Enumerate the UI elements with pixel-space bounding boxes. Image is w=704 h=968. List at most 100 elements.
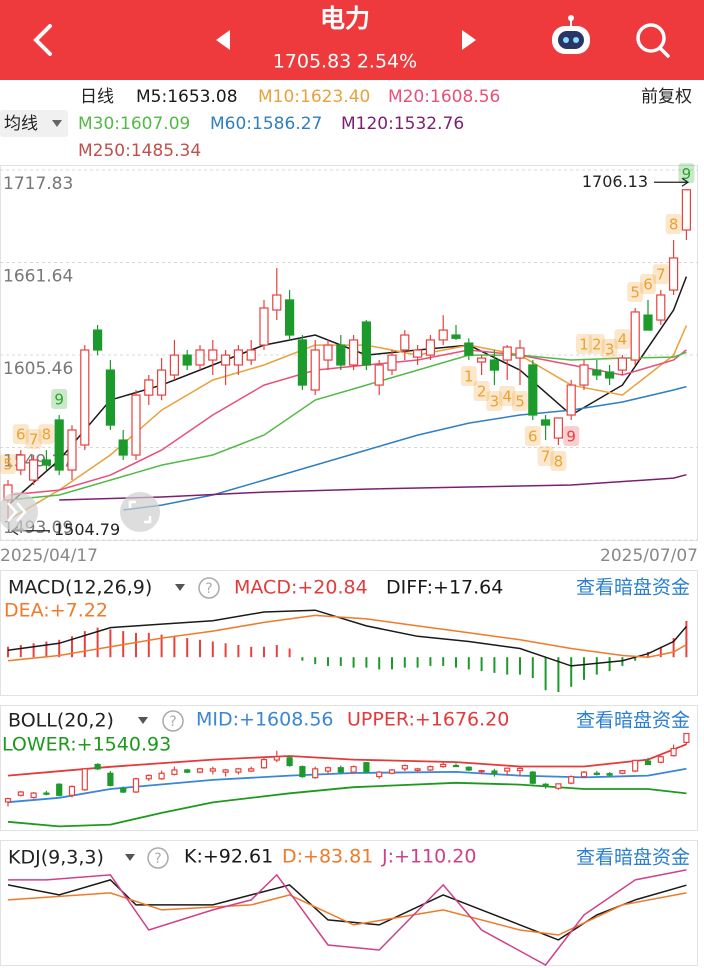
- td-mark-bg: [652, 264, 669, 285]
- indicator-value: UPPER:+1676.20: [347, 709, 509, 731]
- dropdown-icon: [175, 584, 185, 591]
- macd-line: [7, 609, 687, 667]
- expand-button[interactable]: [0, 492, 38, 532]
- candle-body: [350, 766, 357, 773]
- ma-selector-box[interactable]: [0, 110, 68, 137]
- candle-body: [286, 757, 293, 767]
- candle-body: [477, 357, 487, 363]
- candle-body: [195, 349, 205, 366]
- td-mark-bg: [614, 329, 631, 350]
- candle-body: [336, 344, 346, 366]
- candle-body: [374, 364, 384, 386]
- indicator-value: D:+83.81: [282, 846, 373, 868]
- y-tick-label: 1605.46: [3, 359, 73, 379]
- td-mark-bg: [563, 425, 580, 446]
- fullscreen-icon: [128, 500, 152, 524]
- candle-body: [246, 349, 256, 361]
- candle-body: [259, 307, 269, 346]
- search-icon[interactable]: [636, 23, 670, 58]
- macd-line: [7, 614, 687, 662]
- dark-pool-link[interactable]: 查看暗盘资金: [576, 577, 690, 599]
- candle-body: [579, 364, 589, 386]
- candle-body: [222, 769, 229, 773]
- assistant-icon[interactable]: [552, 15, 590, 54]
- candle-body: [196, 768, 204, 773]
- td-mark: 3: [605, 340, 615, 358]
- td-mark: 6: [528, 427, 538, 445]
- td-mark: 9: [54, 391, 64, 409]
- candle-body: [414, 768, 421, 772]
- max-price-arrow: [654, 177, 690, 187]
- candle-body: [580, 771, 588, 778]
- candle-body: [643, 314, 653, 331]
- candle-body: [516, 767, 524, 772]
- dark-pool-link[interactable]: 查看暗盘资金: [576, 847, 690, 869]
- candle-body: [56, 783, 63, 796]
- ma-selector[interactable]: 均线: [4, 114, 38, 134]
- kdj-line: [7, 879, 687, 941]
- td-mark: 5: [515, 393, 525, 411]
- period-label[interactable]: 日线: [80, 87, 114, 107]
- td-mark: 5: [3, 456, 13, 474]
- td-mark: 8: [554, 452, 564, 470]
- indicator-value: DIFF:+17.64: [386, 577, 503, 599]
- candle-body: [568, 775, 575, 784]
- ma-legend: M30:1607.09: [78, 114, 190, 134]
- candle-body: [158, 772, 165, 780]
- candle-body: [144, 379, 154, 396]
- indicator-value: K:+92.61: [184, 846, 273, 868]
- candle-body: [451, 334, 461, 339]
- candle-body: [413, 349, 423, 358]
- candle-body: [425, 339, 435, 356]
- candle-body: [145, 774, 152, 780]
- candle-body: [4, 798, 12, 803]
- dropdown-icon: [125, 854, 135, 861]
- dropdown-icon: [138, 717, 148, 724]
- candle-body: [337, 767, 344, 773]
- candle-body: [363, 762, 370, 773]
- indicator-name[interactable]: KDJ(9,3,3): [8, 847, 104, 869]
- td-mark: 9: [682, 165, 692, 183]
- fullscreen-button[interactable]: [120, 492, 160, 532]
- candle-body: [67, 429, 77, 471]
- candle-body: [80, 349, 90, 446]
- candle-body: [504, 767, 511, 772]
- dark-pool-link[interactable]: 查看暗盘资金: [576, 710, 690, 732]
- indicator-name[interactable]: BOLL(20,2): [8, 710, 114, 732]
- td-mark-bg: [473, 381, 490, 402]
- candle-body: [515, 347, 525, 359]
- candle-body: [299, 766, 306, 778]
- candle-body: [81, 768, 88, 791]
- td-mark-bg: [25, 429, 42, 450]
- td-mark: 7: [29, 431, 39, 449]
- boll-line: [7, 743, 687, 777]
- help-icon[interactable]: [198, 577, 220, 599]
- candle-body: [644, 760, 652, 766]
- candle-body: [324, 767, 332, 772]
- candle-body: [182, 354, 192, 366]
- ma-legend: M250:1485.34: [78, 141, 201, 161]
- prev-stock[interactable]: [216, 30, 230, 50]
- help-mark: ?: [169, 714, 176, 730]
- candle-body: [171, 769, 178, 775]
- next-stock[interactable]: [462, 30, 476, 50]
- candle-body: [681, 189, 692, 231]
- candle-body: [619, 770, 626, 774]
- min-price-label: 1504.79: [54, 520, 120, 539]
- help-icon[interactable]: [147, 847, 169, 869]
- help-icon[interactable]: [162, 710, 184, 732]
- ma-legend: M20:1608.56: [388, 87, 500, 107]
- candle-body: [553, 417, 564, 439]
- candle-body: [670, 747, 677, 757]
- candle-body: [297, 339, 307, 386]
- candle-body: [657, 756, 664, 763]
- td-mark: 3: [490, 393, 500, 411]
- indicator-name[interactable]: MACD(12,26,9): [8, 577, 152, 599]
- back-button[interactable]: [33, 24, 52, 56]
- candle-body: [400, 334, 410, 351]
- td-mark: 9: [566, 427, 576, 445]
- adjust-label[interactable]: 前复权: [641, 87, 692, 107]
- td-mark-bg: [665, 214, 682, 235]
- candle-body: [118, 439, 128, 456]
- candle-body: [630, 311, 640, 361]
